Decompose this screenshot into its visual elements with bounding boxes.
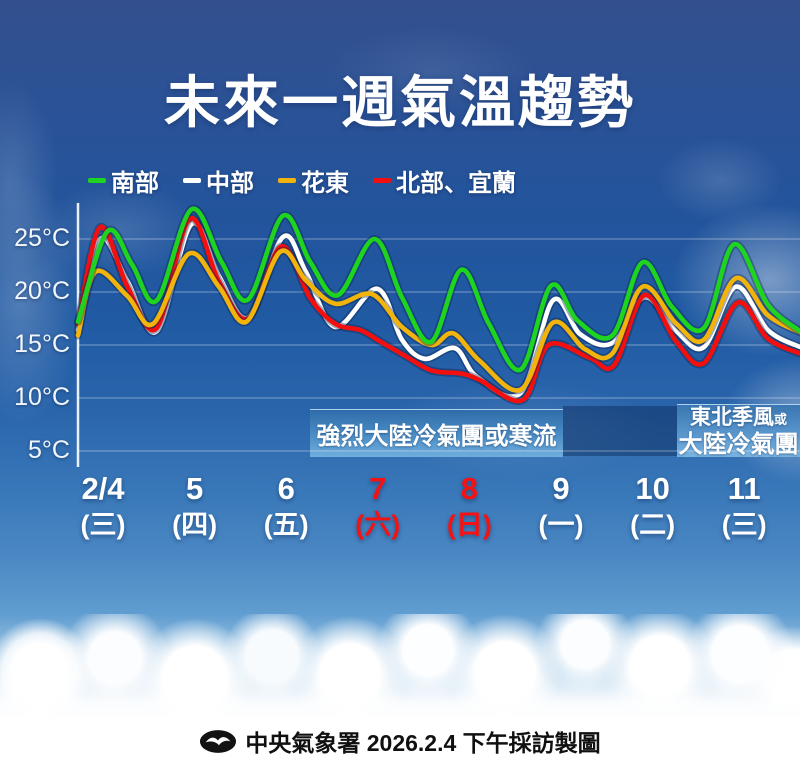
y-tick-label-5°C: 5°C — [28, 436, 70, 464]
banner-spacer — [563, 406, 677, 456]
day-weekday: (六) — [355, 510, 401, 540]
day-weekday: (二) — [630, 510, 676, 540]
day-date: 11 — [727, 471, 761, 506]
legend-label: 中部 — [206, 170, 254, 197]
day-date: 2/4 — [81, 471, 125, 506]
cwa-logo-icon — [200, 729, 237, 753]
legend-color-dash — [278, 178, 296, 183]
day-weekday: (一) — [538, 510, 584, 540]
day-date: 8 — [460, 471, 479, 506]
series-line-花東 — [75, 248, 800, 393]
day-label-8: 8 (日) — [423, 472, 515, 541]
legend-label: 北部、宜蘭 — [396, 170, 516, 197]
legend-color-dash — [183, 178, 201, 183]
legend-label: 南部 — [111, 170, 159, 197]
chart-legend: 南部 中部 花東 北部、宜蘭 — [88, 163, 516, 198]
cold-surge-label: 強烈大陸冷氣團或寒流 — [316, 423, 557, 450]
day-date: 7 — [369, 471, 387, 506]
day-weekday: (四) — [172, 510, 218, 540]
legend-item-0: 南部 — [88, 163, 159, 198]
legend-label: 花東 — [301, 170, 349, 197]
day-label-7: 7 (六) — [332, 472, 424, 541]
day-label-10: 10 (二) — [607, 472, 699, 541]
legend-color-dash — [88, 178, 106, 183]
day-label-5: 5 (四) — [149, 472, 241, 541]
day-date: 9 — [552, 471, 570, 506]
day-label-9: 9 (一) — [515, 472, 607, 541]
series-line-北部、宜蘭 — [75, 216, 800, 404]
monsoon-label-line1: 東北季風或 — [689, 406, 787, 429]
day-weekday: (五) — [263, 510, 309, 540]
legend-item-1: 中部 — [183, 163, 254, 198]
day-label-11: 11 (三) — [698, 472, 790, 541]
day-date: 5 — [185, 471, 204, 506]
monsoon-label-line2: 大陸冷氣團 — [678, 431, 799, 458]
series-line-中部 — [75, 220, 800, 399]
day-weekday: (三) — [721, 510, 767, 540]
footer-credit-text: 中央氣象署 2026.2.4 下午採訪製圖 — [245, 730, 601, 756]
day-label-6: 6 (五) — [240, 472, 332, 541]
day-weekday: (三) — [80, 510, 126, 540]
y-tick-label-20°C: 20°C — [14, 277, 70, 305]
day-date: 10 — [635, 471, 670, 506]
cold-surge-banner: 強烈大陸冷氣團或寒流 — [310, 409, 563, 457]
series-line-南部 — [75, 206, 800, 373]
footer-credit: 中央氣象署 2026.2.4 下午採訪製圖 — [0, 726, 800, 756]
day-label-2/4: 2/4 (三) — [57, 472, 149, 541]
legend-item-2: 花東 — [278, 163, 349, 198]
y-tick-label-10°C: 10°C — [14, 383, 70, 411]
day-date: 6 — [277, 471, 295, 506]
day-weekday: (日) — [446, 510, 492, 540]
y-tick-label-15°C: 15°C — [14, 330, 70, 358]
y-tick-label-25°C: 25°C — [14, 224, 70, 252]
chart-title: 未來一週氣溫趨勢 — [164, 71, 636, 134]
legend-color-dash — [373, 178, 391, 183]
legend-item-3: 北部、宜蘭 — [373, 163, 516, 198]
northeast-monsoon-banner: 東北季風或 大陸冷氣團 — [677, 404, 800, 457]
